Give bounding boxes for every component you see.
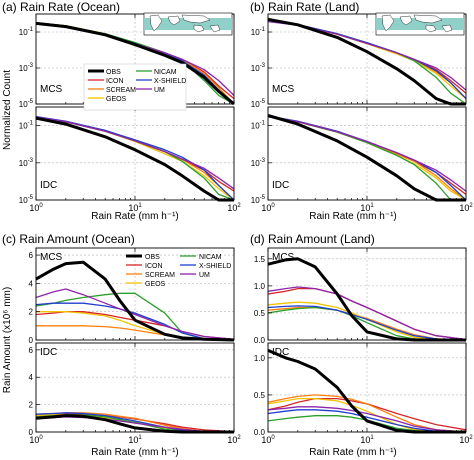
panel-2-1-xtick-label: 100 — [29, 435, 43, 445]
panel-0-1-series-um — [35, 116, 235, 190]
panel-1-0-series-obs — [267, 17, 466, 106]
title-d: (d) Rain Amount (Land) — [250, 232, 375, 246]
panel-3-0-ytick-label: 0.5 — [254, 309, 266, 318]
legend-amount-label-um: UM — [199, 272, 210, 279]
panel-3-1-xtick-label: 100 — [261, 435, 275, 445]
panel-3-0-series-geos — [267, 301, 467, 341]
panel-3-0-ytick-label: 1.0 — [254, 282, 266, 291]
panel-2-1-label: IDC — [40, 347, 57, 358]
panel-3-1-ytick-label: 0.0 — [254, 428, 266, 437]
panel-0-1: 100 101 102 10-5 10-3 10-1 IDC — [19, 106, 241, 213]
panel-2-1-xtick-label: 101 — [128, 435, 142, 445]
legend-amount-label-geos: GEOS — [145, 281, 166, 288]
panel-0-1-xtick-label: 100 — [29, 203, 43, 213]
legend-rate-label-obs: OBS — [106, 69, 121, 76]
panel-0-0-ytick-label: 10-1 — [19, 27, 34, 37]
legend-amount-label-xshield: X-SHIELD — [199, 263, 231, 270]
panel-3-1-series-um — [267, 406, 467, 433]
panel-3-0-label: MCS — [272, 252, 295, 263]
panel-0-1-xtick-label: 102 — [227, 203, 241, 213]
panel-2-0-series-um — [35, 288, 235, 340]
panel-1-0-ytick-label: 10-3 — [251, 63, 266, 73]
title-c: (c) Rain Amount (Ocean) — [2, 232, 135, 246]
legend-amount-label-scream: SCREAM — [145, 272, 175, 279]
panel-2-1-ytick-label: 6 — [29, 346, 34, 355]
panel-1-0-ytick-label: 10-1 — [251, 27, 266, 37]
title-a: (a) Rain Rate (Ocean) — [2, 0, 120, 14]
panel-3-0-ytick-label: 1.5 — [254, 255, 266, 264]
legend-amount-label-obs: OBS — [145, 254, 160, 261]
panel-3-1-xtick-label: 102 — [459, 435, 473, 445]
panel-2-1-xtick-label: 102 — [227, 435, 241, 445]
panel-0-0-label: MCS — [40, 84, 63, 95]
panel-0-0-series-obs — [35, 21, 235, 106]
panel-1-1-ytick-label: 10-1 — [251, 121, 266, 131]
xlabel-a: Rain Rate (mm h⁻¹) — [91, 211, 179, 222]
panel-2-0: 0 2 4 6 MCS — [29, 247, 235, 345]
panel-2-0-ytick-label: 2 — [29, 308, 34, 317]
panel-0-0-ytick-label: 10-3 — [19, 63, 34, 73]
panel-2-0-ytick-label: 4 — [29, 279, 34, 288]
panel-2-0-series-obs — [35, 260, 235, 342]
panel-0-1-ytick-label: 10-5 — [19, 195, 34, 205]
panel-2-0-ytick-label: 0 — [29, 336, 34, 345]
panel-0-0-ytick-label: 10-5 — [19, 99, 34, 109]
panel-0-1-xtick-label: 101 — [128, 203, 142, 213]
ylabel-rain-amount: Rain Amount (x10⁶ mm) — [2, 287, 13, 393]
panel-3-1-ytick-label: 0.5 — [254, 391, 266, 400]
panel-3-0-ytick-label: 0.0 — [254, 336, 266, 345]
panel-0-1-label: IDC — [40, 180, 57, 191]
panel-3-0-series-obs — [267, 257, 466, 342]
panel-1-1-xtick-label: 101 — [360, 203, 374, 213]
panel-1-1-ytick-label: 10-3 — [251, 158, 266, 168]
panel-1-1-ytick-label: 10-5 — [251, 195, 266, 205]
panel-3-0: 0.0 0.5 1.0 1.5 MCS — [254, 247, 467, 345]
legend-amount-label-icon: ICON — [145, 263, 163, 270]
xlabel-c: Rain Rate (mm h⁻¹) — [91, 447, 179, 458]
inset-map-land — [375, 12, 465, 36]
panel-0-1-series-obs — [35, 116, 234, 202]
panel-2-1-ytick-label: 0 — [29, 428, 34, 437]
panel-1-1-label: IDC — [272, 180, 289, 191]
inset-map-ocean — [143, 12, 233, 36]
legend-rate-label-um: UM — [154, 87, 165, 94]
panel-0-1-ytick-label: 10-3 — [19, 158, 34, 168]
panel-3-1-label: IDC — [272, 347, 289, 358]
ylabel-normalized-count: Normalized Count — [2, 70, 13, 150]
xlabel-b: Rain Rate (mm h⁻¹) — [309, 211, 397, 222]
panel-1-1-xtick-label: 100 — [261, 203, 275, 213]
panel-2-1-ytick-label: 2 — [29, 401, 34, 410]
panel-3-1-xtick-label: 101 — [360, 435, 374, 445]
legend-rate-label-xshield: X-SHIELD — [154, 78, 186, 85]
panel-2-0-ytick-label: 6 — [29, 251, 34, 260]
legend-amount-label-nicam: NICAM — [199, 254, 222, 261]
panel-2-1: 100 101 102 0 2 4 6 IDC — [29, 342, 241, 445]
panel-3-1-ytick-label: 1.0 — [254, 354, 266, 363]
panel-1-1: 100 101 102 10-5 10-3 10-1 IDC — [251, 106, 473, 213]
legend-rate-label-nicam: NICAM — [154, 69, 177, 76]
panel-1-0: 10-5 10-3 10-1 MCS — [251, 13, 467, 109]
panel-1-1-xtick-label: 102 — [459, 203, 473, 213]
panel-1-1-series-um — [267, 116, 467, 192]
panel-2-0-label: MCS — [40, 252, 63, 263]
title-b: (b) Rain Rate (Land) — [250, 0, 359, 14]
legend-amount: OBS ICON SCREAM GEOS NICAM X-SHIELD UM — [126, 254, 231, 288]
panel-3-0-series-um — [267, 286, 467, 341]
panel-1-0-ytick-label: 10-5 — [251, 99, 266, 109]
panel-3-1: 100 101 102 0.0 0.5 1.0 IDC — [254, 342, 473, 445]
panel-0-0: 10-5 10-3 10-1 MCS — [19, 13, 235, 109]
panel-1-0-label: MCS — [272, 84, 295, 95]
xlabel-d: Rain Rate (mm h⁻¹) — [309, 447, 397, 458]
legend-rate: OBS ICON SCREAM GEOS NICAM X-SHIELD UM — [83, 63, 187, 111]
panel-3-1-series-scream — [267, 394, 467, 433]
panel-3-1-series-xshield — [267, 409, 467, 433]
legend-rate-label-scream: SCREAM — [106, 87, 136, 94]
panel-3-1-series-icon — [267, 397, 467, 431]
legend-rate-label-geos: GEOS — [106, 96, 127, 103]
panel-2-1-ytick-label: 4 — [29, 373, 34, 382]
legend-rate-label-icon: ICON — [106, 78, 124, 85]
panel-0-1-ytick-label: 10-1 — [19, 121, 34, 131]
